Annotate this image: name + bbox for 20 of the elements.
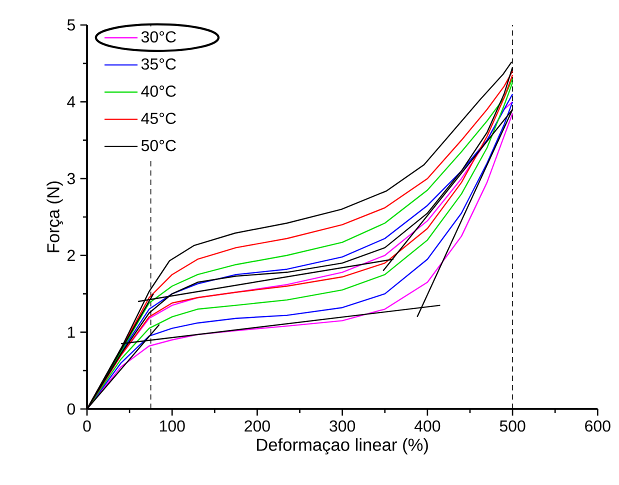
legend-label: 30°C — [141, 31, 176, 43]
legend-label: 50°C — [141, 140, 176, 152]
y-tick-label: 0 — [67, 403, 76, 415]
y-tick-label: 5 — [67, 19, 75, 31]
x-tick-label: 500 — [500, 420, 526, 432]
x-tick-label: 0 — [83, 420, 91, 432]
legend-label: 35°C — [141, 58, 176, 70]
y-tick-label: 1 — [68, 326, 75, 338]
x-tick-label: 400 — [414, 420, 440, 432]
x-tick-label: 200 — [244, 420, 270, 432]
legend-label: 45°C — [141, 112, 176, 124]
y-tick-label: 3 — [67, 172, 75, 184]
legend-label: 40°C — [141, 86, 176, 97]
y-axis-title: Força (N) — [46, 181, 63, 252]
y-tick-label: 4 — [67, 96, 76, 108]
x-tick-label: 600 — [585, 420, 610, 432]
y-tick-label: 2 — [68, 250, 75, 261]
x-axis-title: Deformaçao linear (%) — [257, 438, 428, 454]
x-tick-label: 100 — [160, 420, 185, 432]
x-tick-label: 300 — [330, 420, 356, 432]
